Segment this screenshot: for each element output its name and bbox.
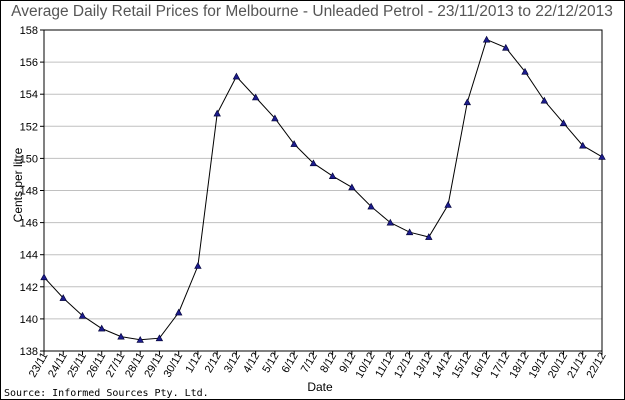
y-tick-label: 154 <box>20 89 38 101</box>
data-point <box>78 311 87 319</box>
data-point <box>309 159 318 167</box>
data-point <box>97 324 106 332</box>
data-point <box>502 43 510 51</box>
data-point <box>386 218 395 226</box>
data-point <box>251 93 260 101</box>
y-tick-label: 138 <box>20 346 38 358</box>
data-point <box>559 119 568 126</box>
y-tick-label: 144 <box>20 250 38 262</box>
data-point <box>174 308 183 316</box>
data-point <box>328 172 337 179</box>
series-line <box>43 38 603 341</box>
data-point <box>367 202 375 210</box>
data-point <box>194 262 202 269</box>
data-point <box>348 183 356 191</box>
y-tick-label: 158 <box>20 25 38 37</box>
source-note: Source: Informed Sources Pty. Ltd. <box>4 388 209 399</box>
data-point <box>59 294 67 301</box>
data-point <box>598 152 606 160</box>
y-tick-label: 156 <box>20 57 38 69</box>
data-point <box>540 96 549 104</box>
data-point <box>425 233 433 240</box>
data-point <box>482 35 491 43</box>
y-tick-label: 146 <box>20 218 38 230</box>
data-point <box>40 273 48 281</box>
y-axis-ticks: 138 140 142 144 146 148 150 152 154 156 158 <box>20 25 44 358</box>
data-point <box>232 72 241 80</box>
y-tick-label: 152 <box>20 121 38 133</box>
data-point <box>117 332 125 340</box>
data-point <box>463 98 472 106</box>
y-tick-label: 150 <box>20 153 38 165</box>
data-point <box>271 114 279 122</box>
chart-title: Average Daily Retail Prices for Melbourn… <box>11 3 613 20</box>
series-unleaded-petrol <box>40 35 606 343</box>
data-point <box>405 228 414 236</box>
y-axis-label: Cents per litre <box>11 147 25 222</box>
gridlines <box>44 61 602 320</box>
data-point <box>579 141 587 149</box>
y-tick-label: 142 <box>20 282 38 294</box>
x-axis-label: Date <box>307 380 333 394</box>
data-point <box>213 109 221 117</box>
y-tick-label: 148 <box>20 186 38 198</box>
data-point <box>155 334 164 342</box>
data-point <box>136 335 144 343</box>
data-point <box>521 67 529 75</box>
y-tick-label: 140 <box>20 314 38 326</box>
data-point <box>444 201 452 208</box>
data-point <box>290 140 298 147</box>
